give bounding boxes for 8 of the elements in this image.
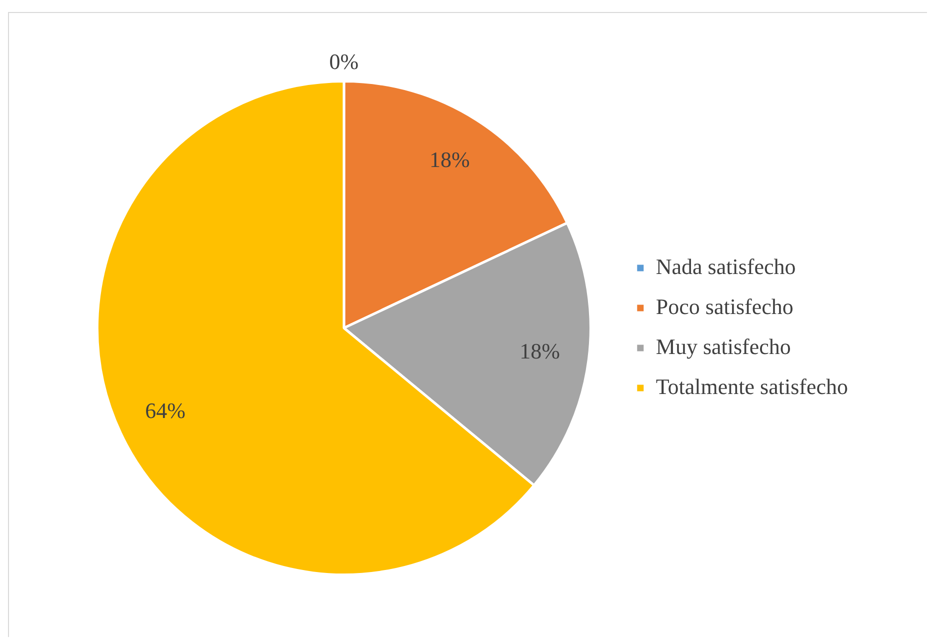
text: 0% [329,49,359,74]
legend-label: Nada satisfecho [656,254,796,279]
data-label: 18% [520,338,560,364]
legend-label: Poco satisfecho [656,294,794,319]
data-label: 64% [145,398,186,423]
legend-label: Totalmente satisfecho [656,374,848,399]
legend-label: Muy satisfecho [656,334,791,359]
data-label: 18% [430,147,470,172]
